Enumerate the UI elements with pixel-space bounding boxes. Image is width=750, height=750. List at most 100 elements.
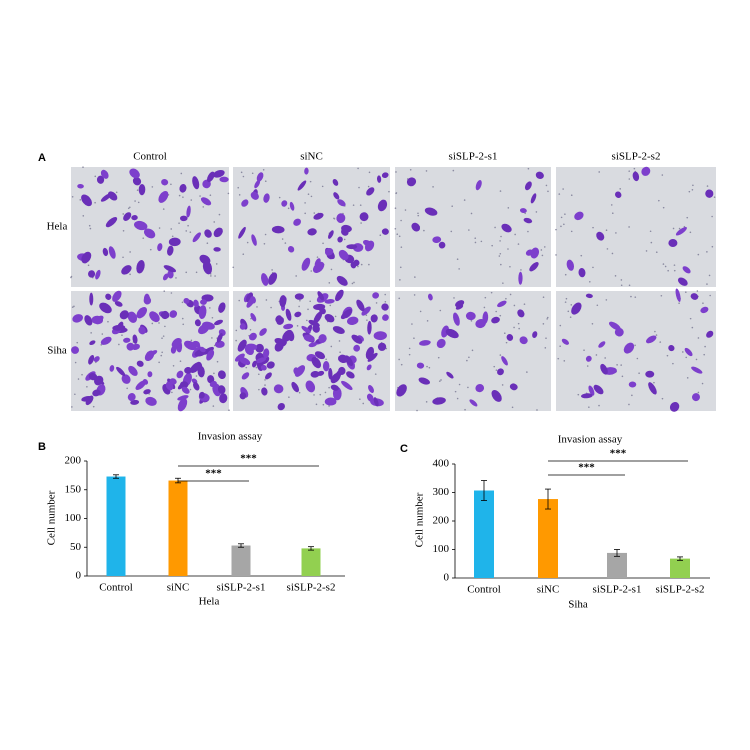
pore (499, 240, 501, 242)
cell (436, 338, 446, 349)
pore (545, 184, 548, 187)
bar (106, 476, 126, 576)
pore (295, 275, 297, 277)
cell (684, 347, 693, 357)
x-axis-label: Hela (199, 596, 220, 608)
pore (232, 266, 235, 269)
pore (368, 171, 371, 174)
cell (127, 311, 138, 323)
cell (330, 384, 339, 391)
pore (182, 323, 185, 326)
pore (228, 409, 230, 412)
significance-label: *** (610, 448, 627, 460)
cell (330, 372, 341, 384)
cell (105, 293, 112, 300)
cell (406, 177, 417, 187)
cell (571, 302, 582, 315)
cell (359, 212, 369, 222)
cell (317, 291, 325, 301)
cell (668, 345, 675, 352)
pore (170, 228, 173, 230)
pore (339, 351, 341, 354)
cell (167, 245, 174, 256)
pore (400, 363, 403, 366)
pore (697, 391, 700, 394)
cell (163, 265, 177, 273)
pore (695, 358, 698, 361)
cell (446, 371, 454, 379)
cell (675, 226, 687, 236)
cell (438, 241, 446, 249)
cell (109, 365, 115, 372)
pore (240, 171, 243, 174)
cell (179, 381, 189, 389)
pore (628, 403, 630, 406)
pore (399, 266, 402, 269)
cell (193, 299, 199, 308)
pore (451, 205, 453, 208)
pore (437, 356, 440, 359)
cell (143, 296, 152, 305)
cell (250, 312, 257, 322)
pore (592, 226, 594, 229)
cell (143, 389, 151, 395)
cell (475, 180, 482, 191)
pore (214, 275, 216, 277)
cell (327, 400, 337, 406)
pore (213, 221, 216, 223)
pore (494, 226, 496, 229)
cell (114, 301, 123, 307)
pore (564, 273, 567, 276)
cell (337, 199, 346, 207)
pore (158, 227, 161, 229)
pore (611, 212, 614, 215)
pore (87, 264, 90, 267)
cell (287, 246, 295, 253)
pore (490, 291, 493, 294)
pore (598, 171, 601, 173)
cell (373, 397, 379, 407)
y-tick-label: 100 (65, 512, 82, 524)
pore (413, 294, 416, 296)
pore (631, 394, 633, 397)
pore (368, 263, 370, 266)
cell (93, 356, 100, 363)
y-axis-label: Cell number (46, 490, 58, 545)
pore (615, 232, 617, 234)
cell (91, 315, 104, 325)
cell (628, 381, 637, 388)
significance-label: *** (578, 462, 595, 474)
pore (126, 387, 128, 390)
micrograph-bg (71, 167, 229, 287)
cell (281, 200, 288, 207)
pore (518, 327, 520, 330)
pore (438, 380, 441, 382)
pore (456, 258, 459, 261)
cell (130, 399, 140, 405)
pore (256, 306, 258, 308)
cell (706, 330, 714, 338)
cell (669, 401, 680, 412)
cell (89, 292, 94, 306)
pore (413, 337, 415, 340)
pore (654, 330, 656, 333)
pore (638, 372, 640, 375)
pore (685, 291, 687, 294)
pore (688, 190, 691, 193)
pore (664, 265, 667, 268)
pore (588, 406, 590, 408)
pore (658, 199, 660, 202)
cell (285, 308, 292, 321)
cell (566, 259, 575, 271)
pore (471, 349, 474, 352)
pore (298, 305, 300, 308)
pore (325, 358, 327, 361)
cell (691, 366, 703, 374)
cell (200, 299, 207, 305)
cell (202, 321, 215, 330)
pore (357, 167, 359, 170)
cell (301, 325, 311, 334)
pore (470, 320, 473, 322)
pore (296, 325, 299, 327)
pore (330, 268, 333, 271)
